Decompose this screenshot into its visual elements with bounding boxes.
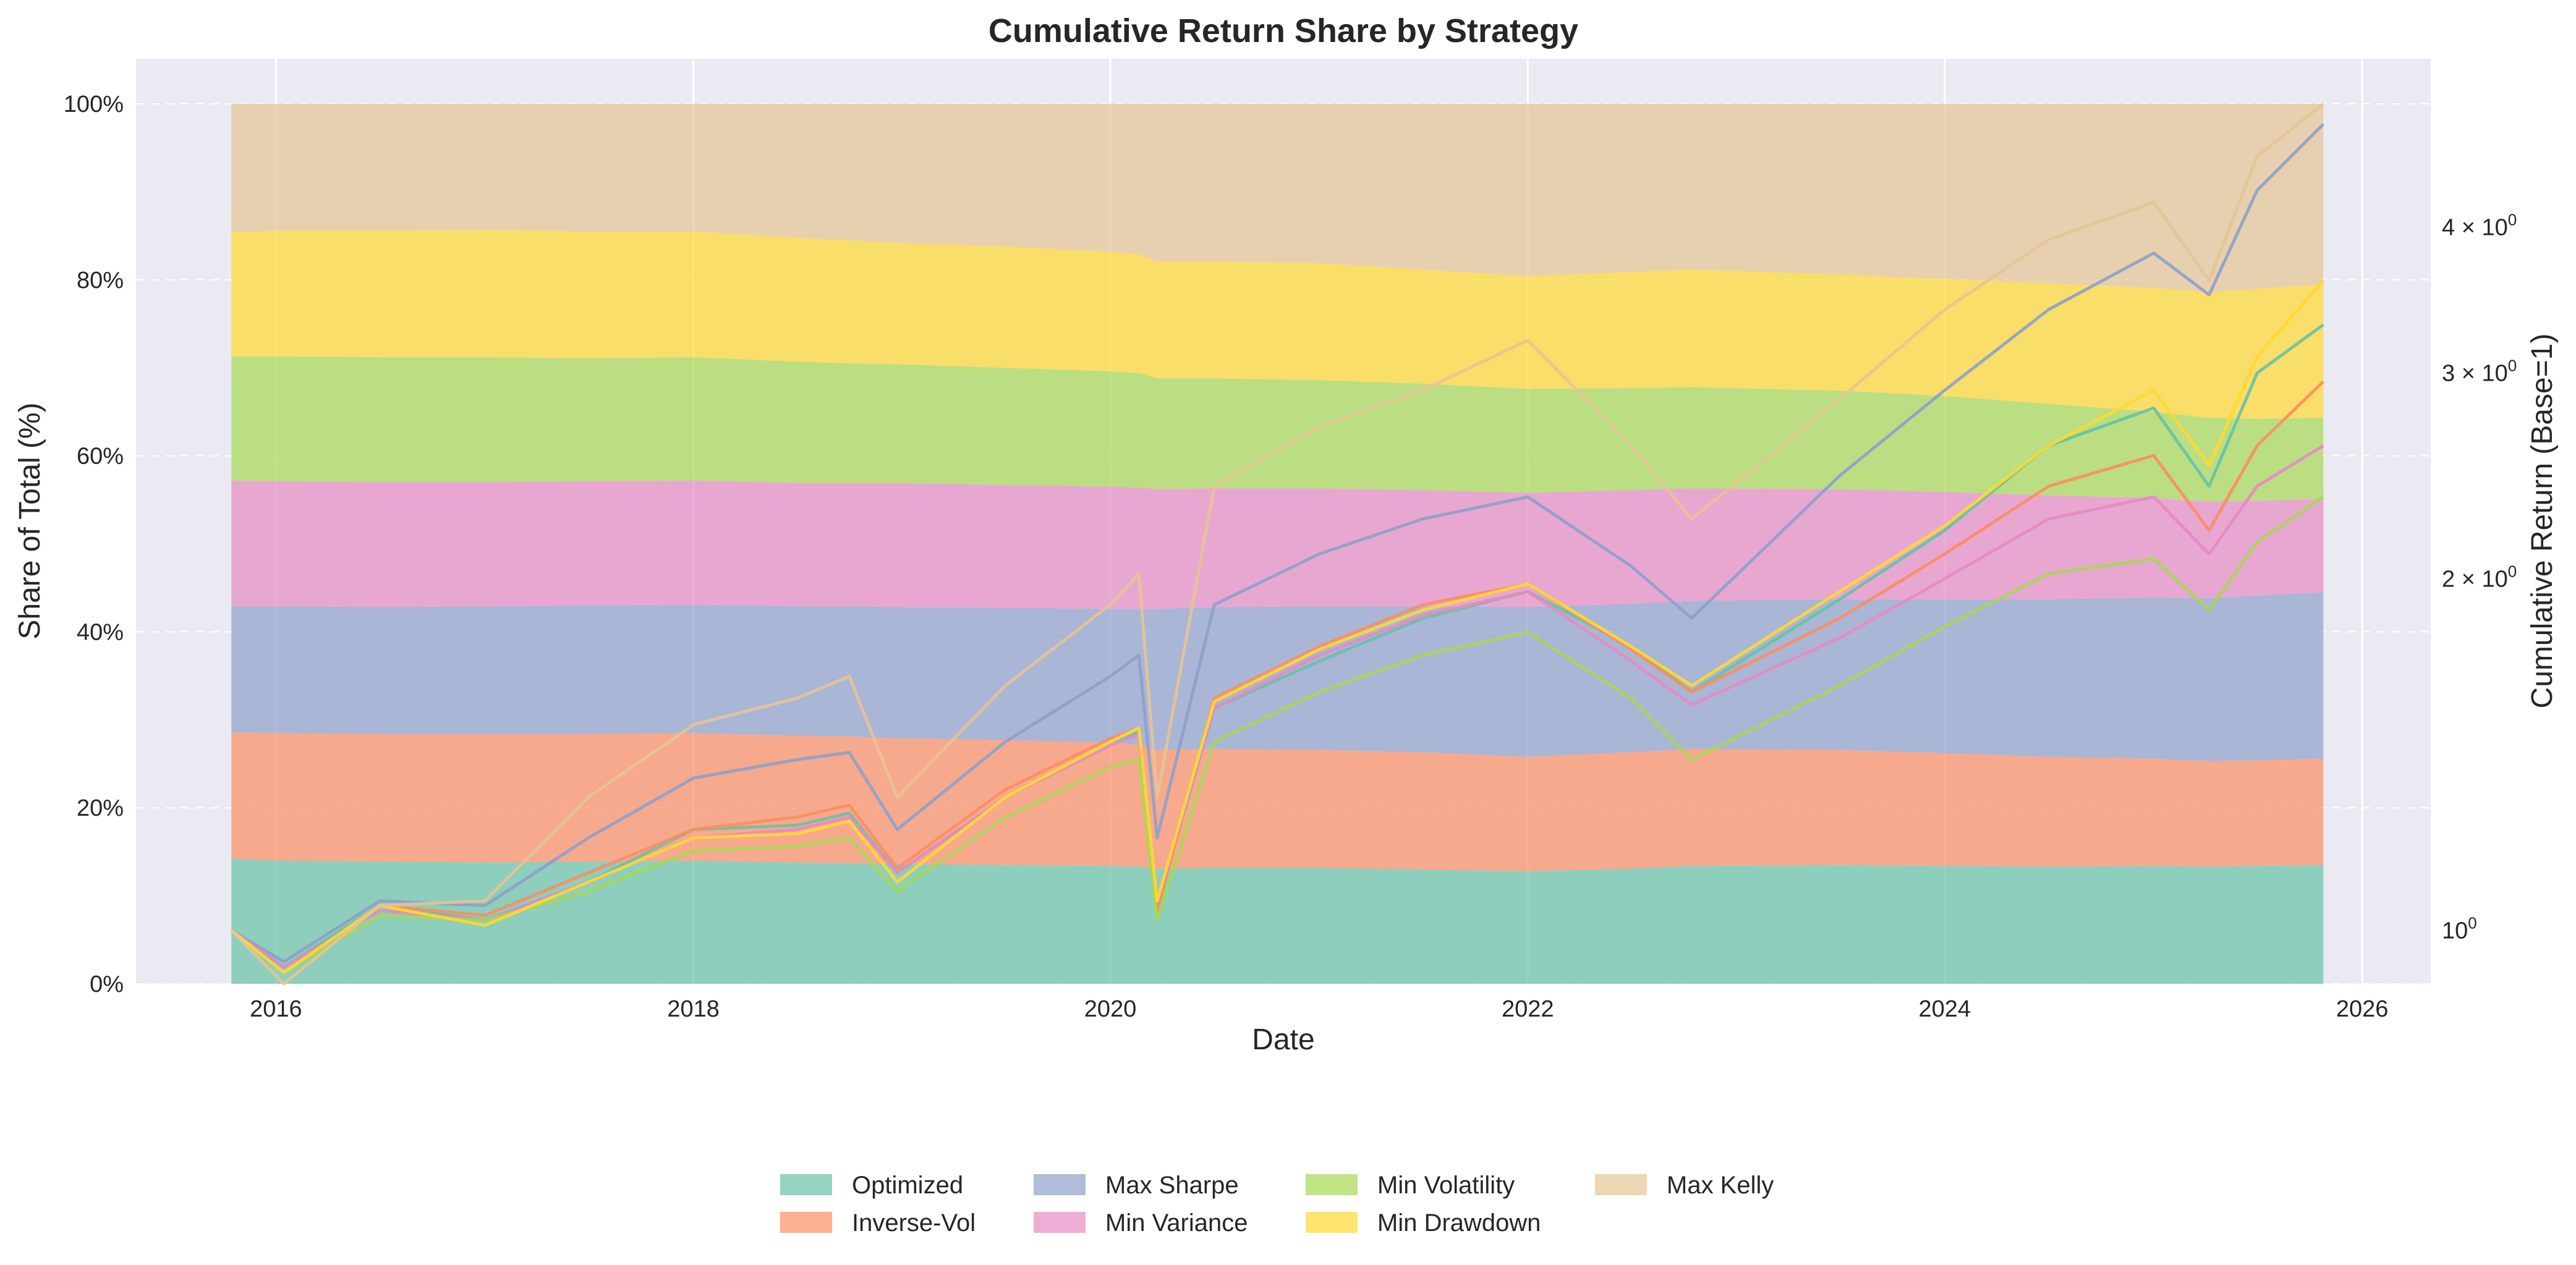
y-tick-label: 40% bbox=[77, 619, 124, 645]
legend-swatch bbox=[1595, 1174, 1647, 1195]
y-tick-label: 80% bbox=[77, 268, 124, 294]
x-tick-label: 2016 bbox=[250, 996, 302, 1022]
legend-label: Optimized bbox=[852, 1172, 963, 1199]
x-tick-label: 2024 bbox=[1919, 996, 1971, 1022]
y-tick-label: 100% bbox=[64, 91, 124, 117]
y-tick-label: 20% bbox=[77, 795, 124, 821]
y2-tick-label: 2 × 100 bbox=[2442, 562, 2517, 592]
y-tick-label: 0% bbox=[90, 971, 124, 997]
legend-label: Max Sharpe bbox=[1105, 1172, 1239, 1199]
legend-label: Min Variance bbox=[1105, 1209, 1248, 1237]
x-tick-label: 2018 bbox=[667, 996, 720, 1022]
area-min-variance bbox=[231, 480, 2324, 609]
y2-axis-ticks: 100 2 × 100 3 × 100 4 × 100 bbox=[2442, 210, 2517, 944]
legend-swatch bbox=[1306, 1212, 1358, 1233]
y2-axis-label: Cumulative Return (Base=1) bbox=[2526, 334, 2559, 709]
x-tick-label: 2022 bbox=[1502, 996, 1554, 1022]
line-min-drawdown bbox=[230, 279, 2325, 975]
legend-item: Inverse-Vol bbox=[780, 1209, 976, 1237]
y-tick-label: 60% bbox=[77, 444, 124, 470]
area-min-volatility bbox=[231, 356, 2324, 502]
y2-tick-label: 4 × 100 bbox=[2442, 210, 2517, 240]
legend-item: Min Variance bbox=[1034, 1209, 1248, 1237]
legend-item: Max Sharpe bbox=[1034, 1172, 1239, 1199]
stacked-areas bbox=[231, 104, 2324, 984]
line-max-kelly bbox=[230, 103, 2324, 986]
legend-swatch bbox=[1306, 1174, 1358, 1195]
legend-swatch bbox=[1034, 1174, 1086, 1195]
area-min-drawdown bbox=[231, 229, 2324, 419]
legend-label: Inverse-Vol bbox=[852, 1209, 976, 1237]
area-optimized bbox=[231, 858, 2324, 984]
legend-label: Min Drawdown bbox=[1377, 1209, 1541, 1237]
x-axis-ticks: 2016 2018 2020 2022 2024 2026 bbox=[250, 996, 2388, 1022]
cumulative-return-lines bbox=[230, 103, 2325, 986]
legend-swatch bbox=[1034, 1212, 1086, 1233]
y2-tick-label: 100 bbox=[2442, 914, 2477, 944]
legend-label: Min Volatility bbox=[1377, 1172, 1515, 1199]
y-axis-label: Share of Total (%) bbox=[14, 402, 46, 639]
area-max-kelly bbox=[231, 104, 2324, 292]
y2-tick-label: 3 × 100 bbox=[2442, 357, 2517, 387]
x-axis-label: Date bbox=[1252, 1023, 1314, 1056]
legend-label: Max Kelly bbox=[1667, 1172, 1774, 1199]
legend-item: Max Kelly bbox=[1595, 1172, 1774, 1199]
y-axis-ticks: 0% 20% 40% 60% 80% 100% bbox=[64, 91, 124, 997]
legend-item: Optimized bbox=[780, 1172, 963, 1199]
legend: Optimized Inverse-Vol Max Sharpe Min Varian… bbox=[780, 1172, 1774, 1237]
chart-title: Cumulative Return Share by Strategy bbox=[988, 12, 1578, 49]
legend-swatch bbox=[780, 1212, 832, 1233]
x-tick-label: 2026 bbox=[2336, 996, 2389, 1022]
legend-swatch bbox=[780, 1174, 832, 1195]
line-min-volatility bbox=[230, 496, 2324, 975]
line-max-sharpe bbox=[230, 123, 2325, 963]
legend-item: Min Drawdown bbox=[1306, 1209, 1541, 1237]
x-tick-label: 2020 bbox=[1084, 996, 1137, 1022]
legend-item: Min Volatility bbox=[1306, 1172, 1515, 1199]
